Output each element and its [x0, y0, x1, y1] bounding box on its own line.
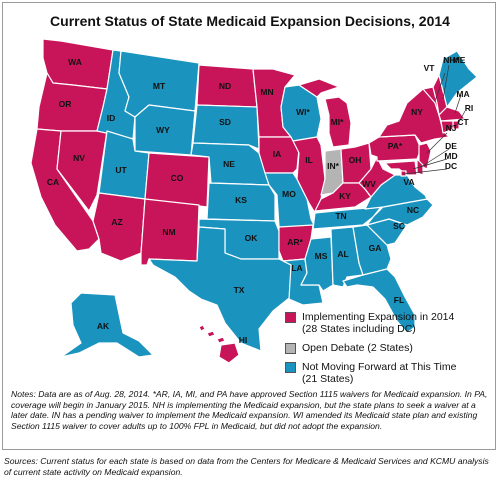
state-co	[144, 152, 210, 208]
state-label-il: IL	[305, 155, 313, 165]
state-label-tn: TN	[335, 211, 346, 221]
state-ak	[60, 292, 154, 358]
legend: Implementing Expansion in 2014 (28 State…	[285, 311, 495, 392]
state-wv	[358, 156, 396, 198]
state-label-ia: IA	[273, 149, 282, 159]
state-label-wi: WI*	[296, 107, 310, 117]
state-label-wy: WY	[156, 125, 170, 135]
state-fl	[342, 268, 416, 334]
state-label-nv: NV	[73, 153, 85, 163]
legend-sublabel-not-moving: (21 States)	[302, 373, 354, 385]
legend-label-not-moving: Not Moving Forward at This Time	[302, 361, 457, 373]
state-label-fl: FL	[394, 295, 404, 305]
state-label-ga: GA	[369, 243, 382, 253]
legend-label-debate: Open Debate (2 States)	[302, 342, 413, 354]
state-label-wv: WV	[362, 179, 376, 189]
state-label-vt: VT	[424, 63, 436, 73]
state-label-md: MD	[444, 151, 457, 161]
state-az	[92, 192, 146, 262]
state-label-ok: OK	[245, 233, 259, 243]
state-label-de: DE	[445, 141, 457, 151]
legend-item-not-moving: Not Moving Forward at This Time (21 Stat…	[285, 361, 495, 385]
state-md	[384, 160, 418, 176]
state-ct	[440, 120, 454, 134]
state-label-mn: MN	[260, 87, 273, 97]
state-label-dc: DC	[445, 161, 457, 171]
state-label-co: CO	[171, 173, 184, 183]
state-hi	[198, 324, 240, 364]
state-label-or: OR	[59, 99, 72, 109]
state-label-ut: UT	[115, 165, 127, 175]
state-label-nh: NH*	[443, 55, 459, 65]
state-label-ks: KS	[235, 195, 247, 205]
state-label-ri: RI	[465, 103, 474, 113]
state-label-nc: NC	[407, 205, 419, 215]
state-ks	[206, 182, 276, 222]
state-label-va: VA	[403, 177, 414, 187]
state-label-sc: SC	[393, 221, 405, 231]
state-label-nd: ND	[219, 81, 231, 91]
legend-swatch-debate	[285, 343, 296, 354]
state-label-la: LA	[291, 263, 302, 273]
us-map: WA OR CA NV ID MT WY UT AZ CO NM ND SD NE KS OK TX MN IA MO…	[30, 38, 478, 364]
state-mo	[264, 172, 316, 228]
state-label-nm: NM	[162, 227, 175, 237]
state-label-mi: MI*	[331, 117, 344, 127]
state-label-nj: NJ	[446, 123, 457, 133]
legend-swatch-implementing	[285, 312, 296, 323]
state-label-id: ID	[107, 113, 116, 123]
state-label-mo: MO	[282, 189, 296, 199]
pointer-lines	[403, 64, 466, 175]
state-dc	[400, 170, 407, 177]
state-me	[438, 50, 478, 108]
state-label-ny: NY	[411, 107, 423, 117]
state-label-al: AL	[337, 249, 348, 259]
map-title: Current Status of State Medicaid Expansi…	[50, 13, 450, 29]
state-label-tx: TX	[234, 285, 245, 295]
state-label-pa: PA*	[388, 141, 403, 151]
state-label-mt: MT	[153, 81, 166, 91]
state-label-ct: CT	[457, 117, 469, 127]
state-label-ms: MS	[315, 251, 328, 261]
legend-sublabel-implementing: (28 States including DC)	[302, 323, 416, 335]
state-label-hi: HI	[239, 335, 248, 345]
legend-item-implementing: Implementing Expansion in 2014 (28 State…	[285, 311, 495, 335]
state-label-az: AZ	[111, 217, 122, 227]
state-sd	[192, 104, 260, 150]
state-label-ar: AR*	[287, 237, 303, 247]
state-label-in: IN*	[327, 161, 340, 171]
state-label-ak: AK	[97, 321, 110, 331]
legend-swatch-not-moving	[285, 362, 296, 373]
state-label-wa: WA	[68, 57, 82, 67]
state-label-ca: CA	[47, 177, 59, 187]
state-tx	[148, 226, 294, 352]
state-wy	[134, 104, 196, 156]
state-label-sd: SD	[219, 117, 231, 127]
state-label-me: ME	[453, 55, 466, 65]
notes-text: Notes: Data are as of Aug. 28, 2014. *AR…	[11, 389, 488, 431]
state-label-ky: KY	[339, 191, 351, 201]
legend-item-debate: Open Debate (2 States)	[285, 342, 495, 354]
state-label-oh: OH	[349, 155, 362, 165]
sources-text: Sources: Current status for each state i…	[4, 456, 489, 477]
figure-frame: Current Status of State Medicaid Expansi…	[2, 2, 496, 450]
state-nm	[140, 198, 200, 266]
legend-label-implementing: Implementing Expansion in 2014	[302, 311, 455, 323]
state-label-ne: NE	[223, 159, 235, 169]
state-label-ma: MA	[456, 89, 469, 99]
state-mi	[298, 78, 352, 148]
state-ma	[438, 106, 466, 122]
